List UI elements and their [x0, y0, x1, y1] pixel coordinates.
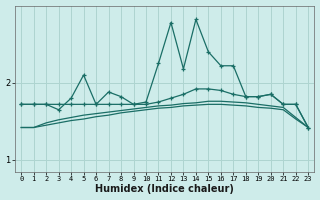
X-axis label: Humidex (Indice chaleur): Humidex (Indice chaleur) — [95, 184, 234, 194]
